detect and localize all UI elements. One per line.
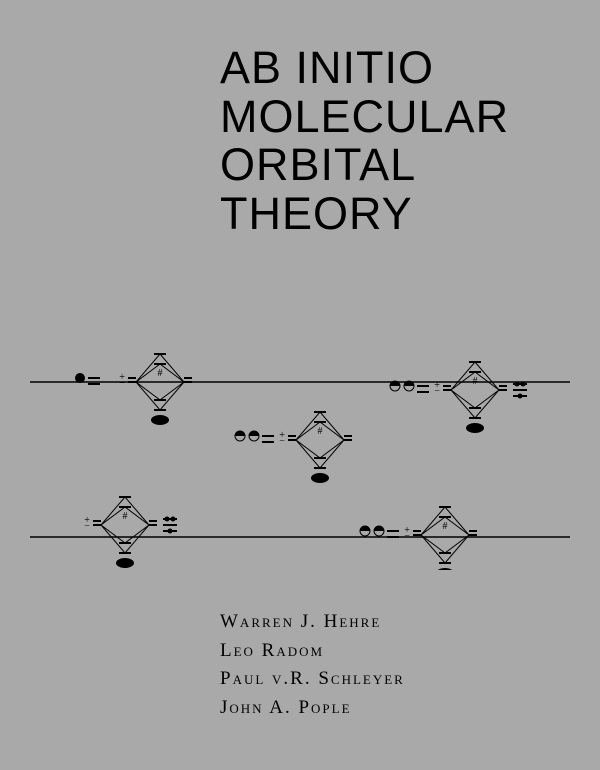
molecular-orbital-diagram: − + # xyxy=(30,330,570,570)
mo-motif-4 xyxy=(84,497,177,568)
author-4: John A. Pople xyxy=(220,694,405,723)
title-line-3: ORBITAL xyxy=(220,141,560,190)
author-2: Leo Radom xyxy=(220,637,405,666)
mo-motif-3 xyxy=(390,362,527,433)
book-title: AB INITIO MOLECULAR ORBITAL THEORY xyxy=(220,44,560,238)
title-line-1: AB INITIO xyxy=(220,44,560,93)
title-line-2: MOLECULAR xyxy=(220,93,560,142)
mo-motif-2 xyxy=(235,412,352,483)
mo-motif-1 xyxy=(75,354,192,425)
title-line-4: THEORY xyxy=(220,190,560,239)
mo-diagram-svg: − + # xyxy=(30,330,570,570)
mo-motif-5 xyxy=(360,507,477,570)
author-list: Warren J. Hehre Leo Radom Paul v.R. Schl… xyxy=(220,608,405,722)
author-3: Paul v.R. Schleyer xyxy=(220,665,405,694)
author-1: Warren J. Hehre xyxy=(220,608,405,637)
